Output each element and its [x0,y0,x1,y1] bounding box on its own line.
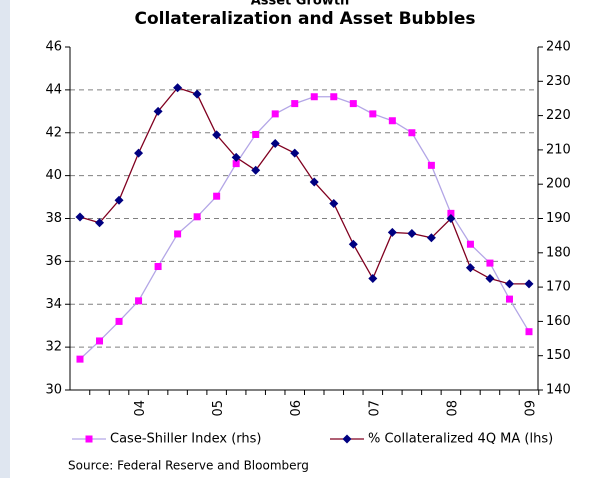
point [153,106,163,116]
point [369,110,377,118]
x-tick-label: 06 [289,400,304,417]
point [251,165,261,175]
y2-tick-label: 180 [546,245,571,260]
y-tick-label: 32 [45,340,62,355]
x-tick-label: 04 [133,400,148,417]
y2-tick-label: 160 [546,314,571,329]
y2-tick-label: 210 [546,142,571,157]
point [96,337,104,345]
point [329,198,339,208]
y-tick-label: 44 [45,82,62,97]
point [407,229,417,239]
point [466,240,474,248]
point [388,117,396,125]
x-tick-label: 05 [211,400,226,417]
legend-marker [342,434,352,444]
series-line [79,96,530,360]
point [271,110,279,118]
y2-tick-label: 150 [546,348,571,363]
point [212,130,222,140]
point [446,214,456,223]
point [213,192,221,200]
y2-tick-label: 240 [546,40,571,55]
point [524,279,534,289]
point [232,160,240,168]
point [408,129,416,137]
y2-tick-label: 200 [546,177,571,192]
y2-tick-label: 220 [546,108,571,123]
point [290,148,300,158]
point [309,177,319,187]
y2-tick-label: 170 [546,280,571,295]
chart-title: Collateralization and Asset Bubbles [135,9,476,29]
point [135,297,143,305]
y-tick-label: 30 [45,383,62,398]
y-tick-label: 36 [45,254,62,269]
point [330,93,338,101]
point [505,295,513,303]
point [426,233,436,243]
y-tick-label: 34 [45,297,62,312]
point [75,212,85,222]
source-note: Source: Federal Reserve and Bloomberg [68,459,309,473]
point [465,263,475,273]
y-tick-label: 42 [45,125,62,140]
x-tick-label: 07 [367,400,382,417]
chart-subtitle: Asset Growth [251,0,350,9]
point [485,274,495,284]
point [252,130,260,138]
y-tick-label: 46 [45,40,62,55]
y2-tick-label: 230 [546,74,571,89]
series-line [79,86,529,285]
point [310,93,318,101]
legend-label: % Collateralized 4Q MA (lhs) [368,432,553,447]
point [76,355,84,363]
point [447,209,455,217]
point [95,218,105,228]
point [270,138,280,148]
point [114,195,124,205]
point [525,328,533,336]
point [387,227,397,237]
side-strip [0,0,10,478]
point [173,83,183,93]
legend-label: Case-Shiller Index (rhs) [110,432,262,447]
x-tick-label: 09 [524,400,539,417]
point [115,317,123,325]
y-tick-label: 38 [45,211,62,226]
legend-marker [85,435,93,443]
point [134,148,144,158]
y2-tick-label: 140 [546,383,571,398]
point [486,259,494,267]
y-tick-label: 40 [45,168,62,183]
point [368,274,378,284]
x-tick-label: 08 [445,400,460,417]
point [192,89,202,99]
point [427,161,435,169]
point [154,263,162,271]
point [291,100,299,108]
y2-tick-label: 190 [546,211,571,226]
point [231,152,241,162]
point [193,213,201,221]
point [348,239,358,249]
point [349,100,357,108]
point [504,279,514,289]
point [174,230,182,238]
